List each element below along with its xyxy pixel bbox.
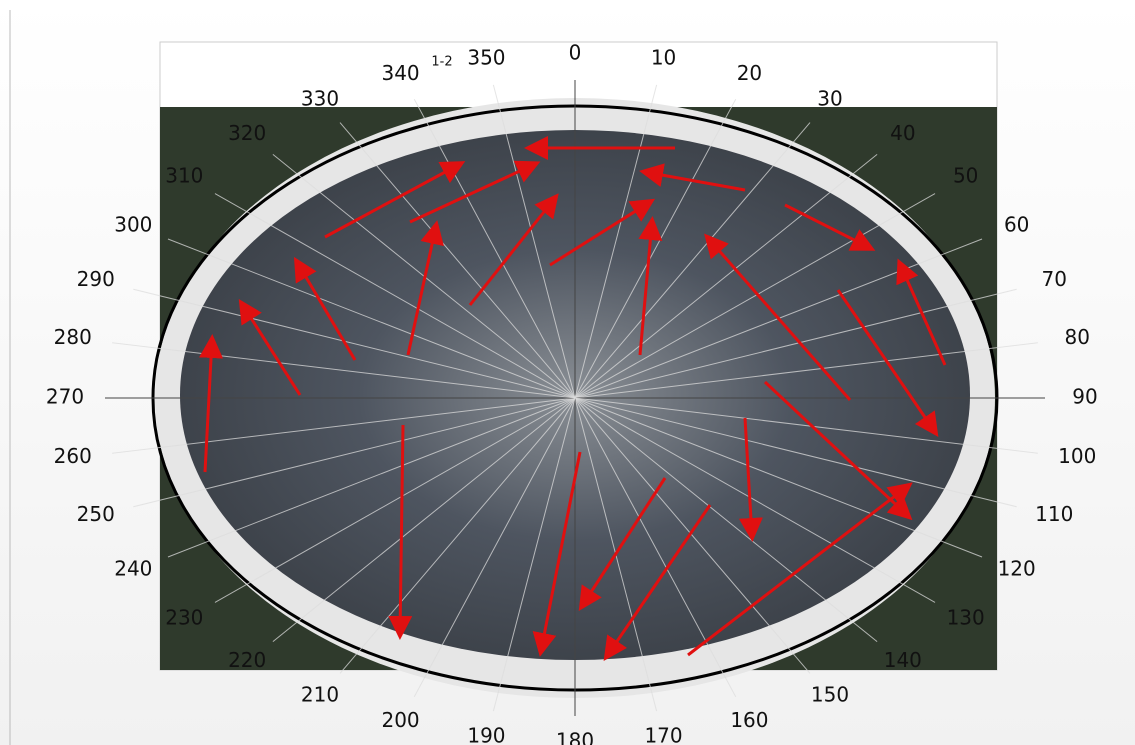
angle-label: 270 (46, 385, 84, 409)
angle-label: 60 (1004, 213, 1029, 237)
image-label: 1-2 (431, 55, 452, 70)
angle-label: 160 (730, 708, 768, 732)
angle-label: 80 (1065, 325, 1090, 349)
angle-label: 10 (651, 46, 676, 70)
angle-label: 310 (165, 163, 203, 187)
page: {"image_label": "1-2", "angles": [0, 10,… (0, 0, 1135, 745)
angle-label: 90 (1072, 385, 1097, 409)
angle-label: 330 (301, 87, 339, 111)
angle-label: 70 (1042, 267, 1067, 291)
angle-label: 190 (467, 723, 505, 745)
angle-label: 100 (1058, 444, 1096, 468)
angle-label: 40 (890, 121, 915, 145)
angle-label: 240 (114, 557, 152, 581)
angle-label: 130 (947, 606, 985, 630)
angle-label: 220 (228, 648, 266, 672)
angle-label: 30 (817, 87, 842, 111)
angle-label: 180 (556, 729, 594, 745)
angle-label: 110 (1035, 502, 1073, 526)
angle-label: 20 (737, 61, 762, 85)
angle-label: 290 (77, 267, 115, 291)
angle-label: 230 (165, 606, 203, 630)
angle-label: 0 (569, 41, 582, 65)
angle-label: 170 (644, 723, 682, 745)
canvas: 1-2 0 10 20 30 40 50 60 70 80 90 100 110 120 130 140 15… (0, 0, 1135, 745)
angle-label: 300 (114, 213, 152, 237)
angle-label: 260 (54, 444, 92, 468)
angle-label: 250 (77, 502, 115, 526)
angle-label: 340 (381, 61, 419, 85)
angle-label: 50 (953, 163, 978, 187)
angle-label: 280 (54, 325, 92, 349)
angle-label: 320 (228, 121, 266, 145)
angle-label: 150 (811, 682, 849, 706)
angle-label: 120 (998, 557, 1036, 581)
angle-label: 140 (884, 648, 922, 672)
angle-label: 350 (467, 46, 505, 70)
angle-label: 200 (381, 708, 419, 732)
angle-label: 210 (301, 682, 339, 706)
